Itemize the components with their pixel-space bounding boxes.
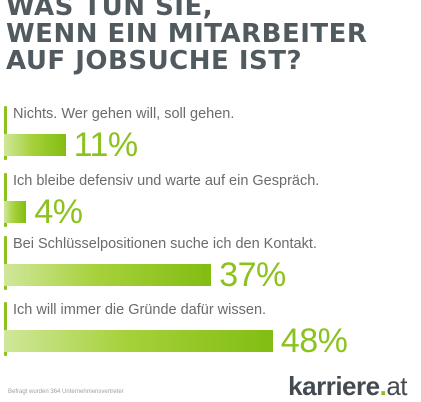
bar — [4, 134, 66, 156]
row-accent-line — [4, 173, 7, 227]
category-label: Bei Schlüsselpositionen suche ich den Ko… — [13, 236, 317, 252]
bar — [4, 330, 273, 352]
value-label: 4% — [34, 193, 83, 231]
row-accent-line — [4, 236, 7, 290]
brand-name: karriere — [288, 371, 380, 401]
row-accent-line — [4, 302, 7, 356]
brand-dot: . — [379, 371, 387, 401]
row-accent-line — [4, 106, 7, 160]
bar — [4, 264, 212, 286]
value-label: 11% — [73, 126, 139, 164]
bar — [4, 201, 27, 223]
category-label: Ich will immer die Gründe dafür wissen. — [13, 302, 267, 318]
footnote: Befragt wurden 364 Unternehmensvertreter — [8, 389, 124, 395]
category-label: Nichts. Wer gehen will, soll gehen. — [13, 106, 235, 122]
brand-logo: karriere.at — [288, 371, 407, 402]
chart-title: WAS TUN SIE, WENN EIN MITARBEITER AUF JO… — [6, 0, 368, 76]
value-label: 48% — [280, 322, 348, 360]
value-label: 37% — [219, 256, 286, 294]
category-label: Ich bleibe defensiv und warte auf ein Ge… — [13, 173, 320, 189]
brand-tld: at — [386, 371, 407, 401]
